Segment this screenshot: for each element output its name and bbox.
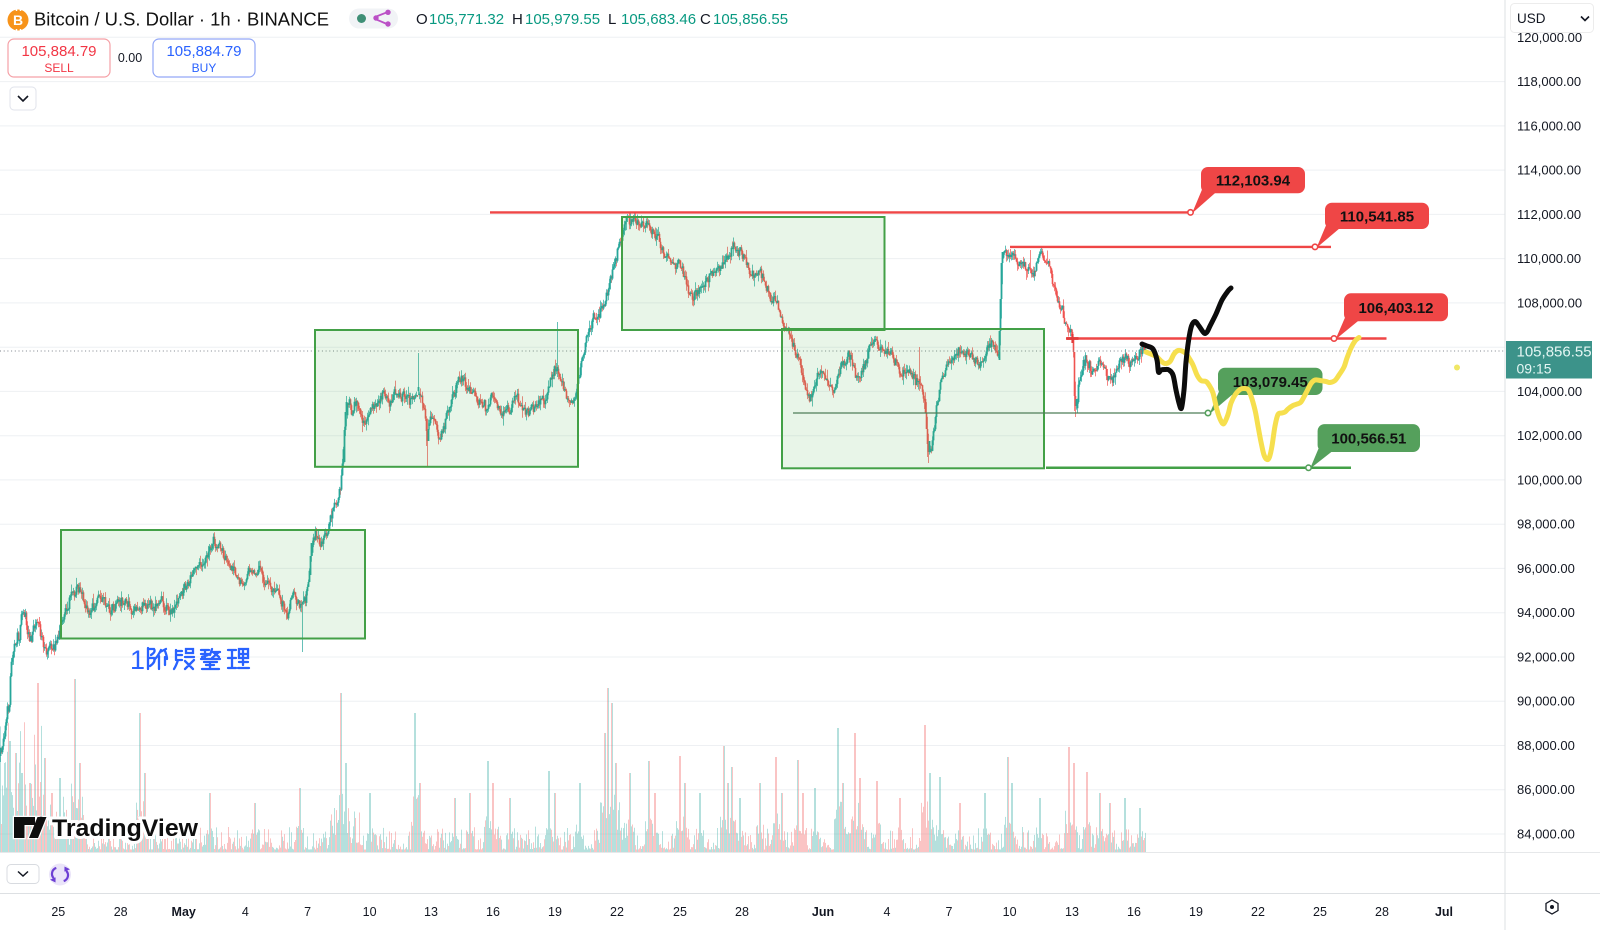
svg-text:SELL: SELL bbox=[44, 61, 74, 75]
svg-text:98,000.00: 98,000.00 bbox=[1517, 517, 1575, 532]
svg-text:112,103.94: 112,103.94 bbox=[1216, 173, 1291, 190]
svg-text:118,000.00: 118,000.00 bbox=[1517, 74, 1581, 89]
svg-text:88,000.00: 88,000.00 bbox=[1517, 738, 1575, 753]
svg-text:105,683.46: 105,683.46 bbox=[621, 11, 696, 28]
svg-text:110,541.85: 110,541.85 bbox=[1340, 208, 1414, 225]
svg-text:102,000.00: 102,000.00 bbox=[1517, 428, 1582, 443]
svg-text:94,000.00: 94,000.00 bbox=[1517, 605, 1575, 620]
svg-text:25: 25 bbox=[1313, 905, 1327, 919]
svg-text:Jun: Jun bbox=[812, 905, 834, 919]
svg-text:86,000.00: 86,000.00 bbox=[1517, 782, 1575, 797]
svg-text:H: H bbox=[512, 11, 523, 28]
svg-text:13: 13 bbox=[424, 905, 438, 919]
svg-text:May: May bbox=[172, 905, 196, 919]
svg-text:84,000.00: 84,000.00 bbox=[1517, 827, 1575, 842]
svg-text:110,000.00: 110,000.00 bbox=[1517, 251, 1581, 266]
svg-text:105,771.32: 105,771.32 bbox=[429, 11, 504, 28]
svg-text:Jul: Jul bbox=[1435, 905, 1453, 919]
svg-text:25: 25 bbox=[673, 905, 687, 919]
svg-text:103,079.45: 103,079.45 bbox=[1233, 374, 1308, 391]
svg-text:C: C bbox=[700, 11, 711, 28]
svg-text:16: 16 bbox=[486, 905, 500, 919]
svg-text:112,000.00: 112,000.00 bbox=[1517, 207, 1581, 222]
svg-text:92,000.00: 92,000.00 bbox=[1517, 650, 1575, 665]
svg-text:28: 28 bbox=[1375, 905, 1389, 919]
svg-text:B: B bbox=[13, 12, 23, 28]
svg-text:105,979.55: 105,979.55 bbox=[525, 11, 600, 28]
svg-text:4: 4 bbox=[884, 905, 891, 919]
svg-text:09:15: 09:15 bbox=[1517, 361, 1552, 377]
svg-text:13: 13 bbox=[1065, 905, 1079, 919]
svg-text:104,000.00: 104,000.00 bbox=[1517, 384, 1582, 399]
svg-text:1: 1 bbox=[130, 645, 145, 675]
svg-text:16: 16 bbox=[1127, 905, 1141, 919]
svg-text:22: 22 bbox=[610, 905, 624, 919]
svg-text:28: 28 bbox=[114, 905, 128, 919]
svg-text:108,000.00: 108,000.00 bbox=[1517, 295, 1582, 310]
svg-text:22: 22 bbox=[1251, 905, 1265, 919]
svg-text:116,000.00: 116,000.00 bbox=[1517, 118, 1581, 133]
svg-text:105,856.55: 105,856.55 bbox=[1517, 344, 1592, 361]
svg-text:19: 19 bbox=[548, 905, 562, 919]
svg-text:100,000.00: 100,000.00 bbox=[1517, 472, 1582, 487]
svg-text:25: 25 bbox=[51, 905, 65, 919]
svg-text:19: 19 bbox=[1189, 905, 1203, 919]
svg-text:114,000.00: 114,000.00 bbox=[1517, 163, 1581, 178]
svg-text:7: 7 bbox=[946, 905, 953, 919]
svg-text:7: 7 bbox=[304, 905, 311, 919]
svg-text:10: 10 bbox=[1003, 905, 1017, 919]
svg-text:TradingView: TradingView bbox=[52, 815, 198, 842]
svg-text:96,000.00: 96,000.00 bbox=[1517, 561, 1575, 576]
svg-text:10: 10 bbox=[363, 905, 377, 919]
svg-text:4: 4 bbox=[242, 905, 249, 919]
svg-text:0.00: 0.00 bbox=[118, 51, 142, 65]
svg-text:106,403.12: 106,403.12 bbox=[1358, 300, 1433, 317]
svg-text:O: O bbox=[416, 11, 428, 28]
svg-text:28: 28 bbox=[735, 905, 749, 919]
svg-text:105,884.79: 105,884.79 bbox=[166, 43, 241, 60]
svg-text:L: L bbox=[608, 11, 616, 28]
svg-text:105,856.55: 105,856.55 bbox=[713, 11, 788, 28]
svg-text:Bitcoin / U.S. Dollar · 1h · B: Bitcoin / U.S. Dollar · 1h · BINANCE bbox=[34, 9, 329, 30]
svg-text:USD: USD bbox=[1517, 11, 1546, 26]
svg-text:90,000.00: 90,000.00 bbox=[1517, 694, 1575, 709]
svg-text:BUY: BUY bbox=[192, 61, 217, 75]
svg-text:105,884.79: 105,884.79 bbox=[21, 43, 96, 60]
svg-text:100,566.51: 100,566.51 bbox=[1331, 431, 1406, 448]
svg-text:120,000.00: 120,000.00 bbox=[1517, 30, 1582, 45]
